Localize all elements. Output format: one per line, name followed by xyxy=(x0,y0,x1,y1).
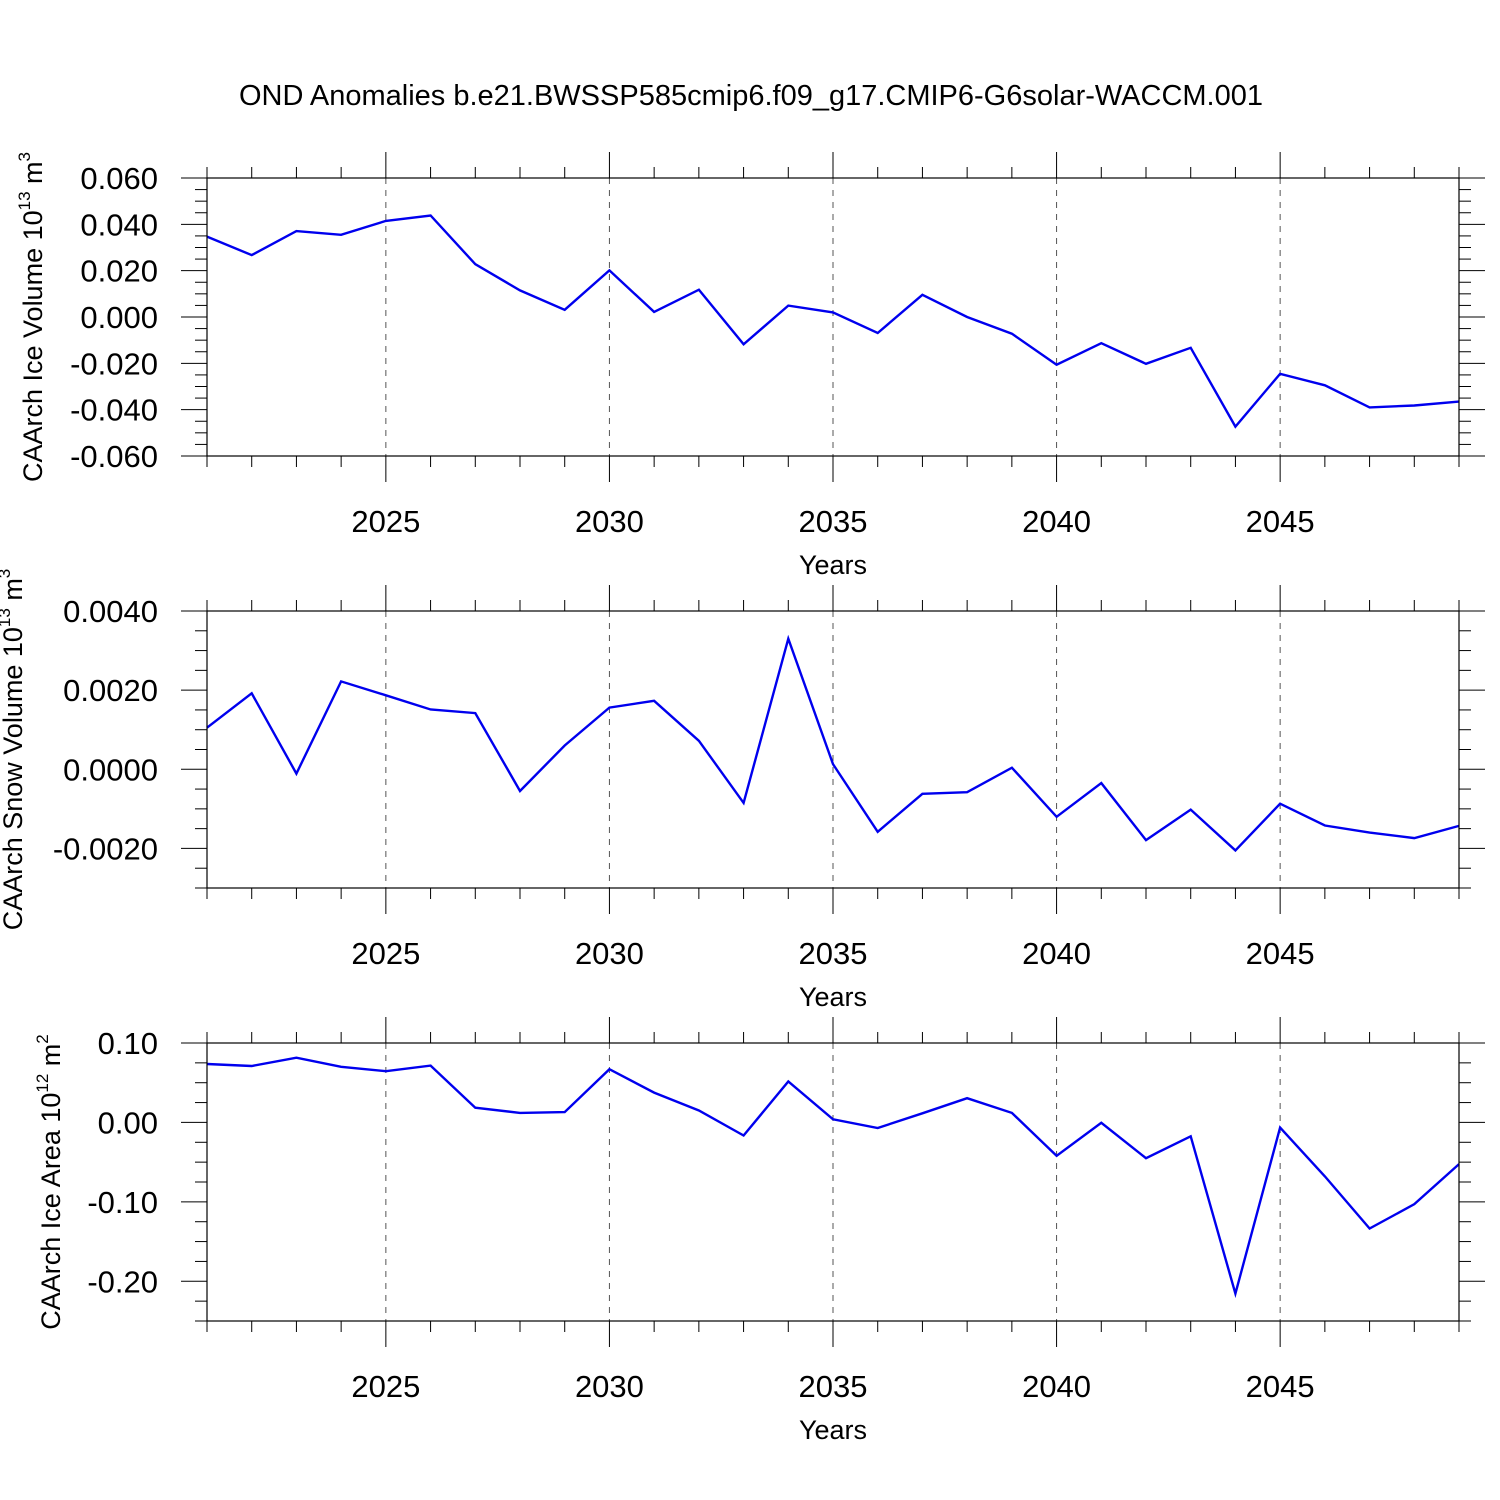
x-tick-label: 2035 xyxy=(799,504,868,539)
y-tick-label: 0.10 xyxy=(98,1026,158,1061)
x-tick-label: 2030 xyxy=(575,504,644,539)
panel-3-gridlines xyxy=(385,1043,1281,1321)
panel-1-ticks xyxy=(181,152,1485,482)
panel-1-y-axis-label: CAArch Ice Volume 1013 m3 xyxy=(15,152,48,482)
panel-2-ticks xyxy=(181,585,1485,914)
y-tick-label: -0.10 xyxy=(87,1185,158,1220)
x-tick-label: 2045 xyxy=(1246,1369,1315,1404)
panel-1-x-tick-labels: 2025 2030 2035 2040 2045 xyxy=(351,504,1314,539)
x-tick-label: 2040 xyxy=(1022,936,1091,971)
panel-ice-area: 0.100.00-0.10-0.20 2025 2030 2035 2040 2045 … xyxy=(33,1017,1485,1445)
y-tick-label: -0.0020 xyxy=(53,831,158,866)
chart-title: OND Anomalies b.e21.BWSSP585cmip6.f09_g1… xyxy=(239,80,1263,112)
y-tick-label: 0.060 xyxy=(80,161,158,196)
x-tick-label: 2035 xyxy=(799,1369,868,1404)
y-tick-label: 0.0000 xyxy=(63,752,158,787)
panel-3-y-axis-label: CAArch Ice Area 1012 m2 xyxy=(33,1034,66,1330)
x-tick-label: 2030 xyxy=(575,936,644,971)
y-tick-label: -0.040 xyxy=(70,393,158,428)
panel-2-y-tick-labels: 0.0040 0.0020 0.0000 -0.0020 xyxy=(53,594,158,866)
series-line-0 xyxy=(206,1056,1460,1299)
y-tick-label: -0.20 xyxy=(87,1264,158,1299)
y-tick-label: 0.020 xyxy=(80,254,158,289)
panel-2-x-axis-label: Years xyxy=(799,982,867,1012)
panel-2-x-tick-labels: 2025 2030 2035 2040 2045 xyxy=(351,936,1314,971)
x-tick-label: 2045 xyxy=(1246,504,1315,539)
panel-3-y-tick-labels: 0.10 0.00 -0.10 -0.20 xyxy=(87,1026,158,1299)
panel-1-series-line xyxy=(206,214,1460,429)
x-tick-label: 2040 xyxy=(1022,504,1091,539)
x-tick-label: 2030 xyxy=(575,1369,644,1404)
panel-2-plot-frame xyxy=(206,610,1460,889)
panel-2-y-axis-label: CAArch Snow Volume 1013 m3 xyxy=(0,569,28,931)
panel-1-plot-frame xyxy=(206,177,1460,457)
y-tick-label: -0.020 xyxy=(70,346,158,381)
x-tick-label: 2035 xyxy=(799,936,868,971)
y-tick-label: 0.0040 xyxy=(63,594,158,629)
panel-3-x-axis-label: Years xyxy=(799,1415,867,1445)
y-tick-label: -0.060 xyxy=(70,439,158,474)
x-tick-label: 2025 xyxy=(351,1369,420,1404)
y-tick-label: 0.040 xyxy=(80,207,158,242)
series-line-0 xyxy=(206,634,1460,853)
x-tick-label: 2025 xyxy=(351,504,420,539)
y-tick-label: 0.00 xyxy=(98,1105,158,1140)
panel-3-ticks xyxy=(181,1017,1485,1347)
x-tick-label: 2025 xyxy=(351,936,420,971)
panel-1-y-tick-labels: 0.060 0.040 0.020 0.000 -0.020 -0.040 -0.060 xyxy=(70,161,158,474)
panel-1-gridlines xyxy=(385,178,1281,456)
panel-2-series-line xyxy=(206,634,1460,853)
y-tick-label: 0.0020 xyxy=(63,673,158,708)
panel-2-gridlines xyxy=(385,611,1281,888)
panel-3-x-tick-labels: 2025 2030 2035 2040 2045 xyxy=(351,1369,1314,1404)
x-tick-label: 2040 xyxy=(1022,1369,1091,1404)
y-tick-label: 0.000 xyxy=(80,300,158,335)
series-line-0 xyxy=(206,214,1460,429)
panel-ice-volume: 0.060 0.040 0.020 0.000 -0.020 -0.040 -0.060 2… xyxy=(15,152,1485,580)
x-tick-label: 2045 xyxy=(1246,936,1315,971)
panel-3-series-line xyxy=(206,1056,1460,1299)
panel-1-x-axis-label: Years xyxy=(799,550,867,580)
panel-3-plot-frame xyxy=(206,1042,1460,1322)
